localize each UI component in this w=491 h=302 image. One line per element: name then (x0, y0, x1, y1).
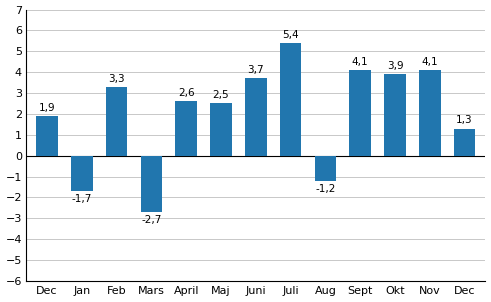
Bar (210, 104, 232, 156)
Bar (315, 156, 336, 181)
Bar (245, 79, 267, 156)
Bar (71, 156, 93, 191)
Text: 4,1: 4,1 (352, 57, 369, 67)
Text: 5,4: 5,4 (282, 30, 299, 40)
Text: -1,2: -1,2 (315, 184, 336, 194)
Bar (454, 129, 475, 156)
Bar (36, 116, 58, 156)
Text: 3,7: 3,7 (247, 65, 264, 75)
Bar (280, 43, 301, 156)
Bar (106, 87, 128, 156)
Bar (419, 70, 440, 156)
Text: -1,7: -1,7 (72, 194, 92, 204)
Text: 4,1: 4,1 (421, 57, 438, 67)
Text: 3,9: 3,9 (387, 61, 403, 71)
Text: 2,5: 2,5 (213, 90, 229, 100)
Text: 1,3: 1,3 (456, 115, 473, 125)
Bar (175, 101, 197, 156)
Text: -2,7: -2,7 (141, 215, 162, 225)
Text: 2,6: 2,6 (178, 88, 194, 98)
Bar (384, 74, 406, 156)
Bar (141, 156, 162, 212)
Text: 3,3: 3,3 (109, 74, 125, 84)
Text: 1,9: 1,9 (39, 103, 55, 113)
Bar (350, 70, 371, 156)
